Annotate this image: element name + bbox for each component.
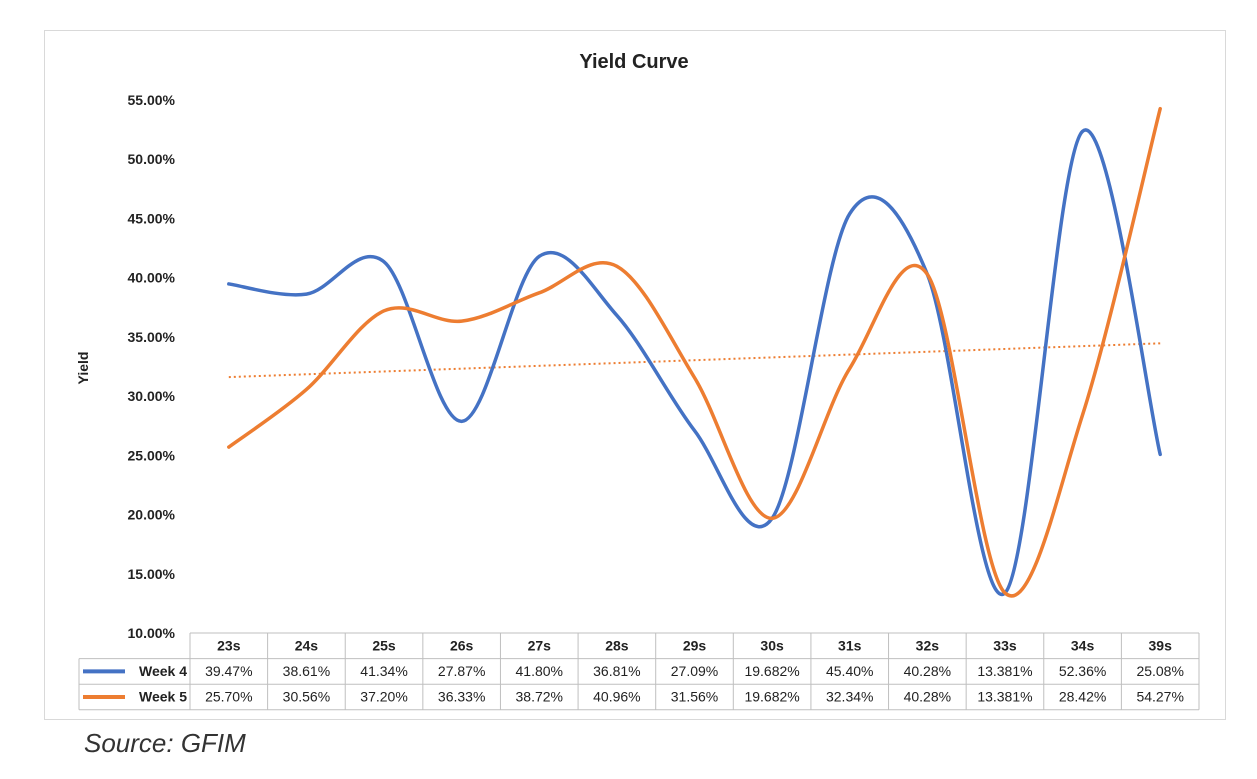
data-label: 25.70% <box>205 689 252 705</box>
y-tick-label: 15.00% <box>128 566 176 582</box>
data-label: 37.20% <box>360 689 407 705</box>
data-label: 38.72% <box>516 689 563 705</box>
data-label: 30.56% <box>283 689 330 705</box>
chart-frame <box>44 30 1226 720</box>
legend-label: Week 4 <box>139 663 187 679</box>
data-label: 13.381% <box>977 663 1032 679</box>
data-label: 41.34% <box>360 663 407 679</box>
y-axis-label: Yield <box>75 352 91 385</box>
x-tick-label: 28s <box>605 637 629 653</box>
x-tick-label: 24s <box>295 637 319 653</box>
data-label: 36.81% <box>593 663 640 679</box>
data-label: 45.40% <box>826 663 873 679</box>
y-tick-label: 55.00% <box>128 92 176 108</box>
data-label: 40.28% <box>904 689 951 705</box>
x-tick-label: 30s <box>760 637 784 653</box>
data-label: 27.09% <box>671 663 718 679</box>
data-label: 38.61% <box>283 663 330 679</box>
x-tick-label: 33s <box>993 637 1017 653</box>
chart-title: Yield Curve <box>579 51 688 73</box>
x-tick-label: 32s <box>916 637 940 653</box>
data-label: 31.56% <box>671 689 718 705</box>
data-label: 19.682% <box>744 663 799 679</box>
series-line-week-5 <box>227 106 1162 598</box>
y-tick-label: 45.00% <box>128 210 176 226</box>
data-label: 36.33% <box>438 689 485 705</box>
y-tick-label: 40.00% <box>128 270 176 286</box>
y-tick-label: 50.00% <box>128 151 176 167</box>
x-tick-label: 29s <box>683 637 707 653</box>
y-tick-label: 35.00% <box>128 329 176 345</box>
data-label: 41.80% <box>516 663 563 679</box>
data-label: 19.682% <box>744 689 799 705</box>
data-label: 40.28% <box>904 663 951 679</box>
y-tick-label: 30.00% <box>128 388 176 404</box>
data-label: 27.87% <box>438 663 485 679</box>
legend-label: Week 5 <box>139 689 187 705</box>
data-label: 54.27% <box>1136 689 1183 705</box>
series-line-week-4 <box>227 128 1162 597</box>
data-label: 28.42% <box>1059 689 1106 705</box>
source-note: Source: GFIM <box>84 728 246 758</box>
data-label: 13.381% <box>977 689 1032 705</box>
data-label: 52.36% <box>1059 663 1106 679</box>
x-tick-label: 27s <box>528 637 552 653</box>
data-label: 25.08% <box>1136 663 1183 679</box>
y-tick-label: 25.00% <box>128 447 176 463</box>
data-label: 40.96% <box>593 689 640 705</box>
data-label: 39.47% <box>205 663 252 679</box>
trendline <box>228 342 1161 379</box>
y-tick-label: 10.00% <box>128 625 176 641</box>
x-tick-label: 23s <box>217 637 241 653</box>
y-tick-label: 20.00% <box>128 507 176 523</box>
data-label: 32.34% <box>826 689 873 705</box>
x-tick-label: 39s <box>1149 637 1173 653</box>
x-tick-label: 31s <box>838 637 862 653</box>
x-tick-label: 26s <box>450 637 474 653</box>
x-tick-label: 34s <box>1071 637 1095 653</box>
x-tick-label: 25s <box>372 637 396 653</box>
